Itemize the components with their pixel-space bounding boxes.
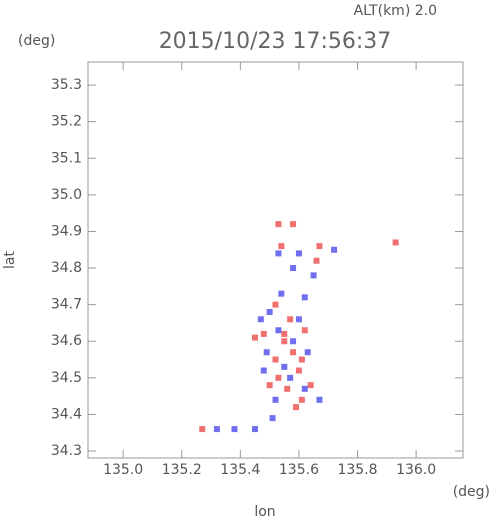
- velocity-cell: [251, 334, 258, 341]
- x-tick-label: 135.2: [162, 462, 202, 478]
- velocity-cell: [257, 316, 264, 323]
- velocity-cell: [290, 338, 297, 345]
- velocity-cell: [275, 327, 282, 334]
- plot-frame: [87, 61, 464, 459]
- velocity-cell: [275, 221, 282, 228]
- velocity-cell: [272, 396, 279, 403]
- velocity-cell: [199, 426, 206, 433]
- y-unit: (deg): [18, 33, 55, 49]
- velocity-cell: [284, 385, 291, 392]
- y-tick-label: 34.6: [51, 333, 82, 349]
- velocity-cell: [281, 338, 288, 345]
- velocity-cell: [231, 426, 238, 433]
- y-tick-label: 35.2: [51, 114, 82, 130]
- velocity-cell: [290, 349, 297, 356]
- x-tick-label: 136.0: [396, 462, 436, 478]
- velocity-cell: [278, 243, 285, 250]
- velocity-cell: [307, 382, 314, 389]
- velocity-cell: [293, 404, 300, 411]
- y-tick-label: 34.9: [51, 223, 82, 239]
- velocity-cell: [272, 356, 279, 363]
- altitude-annotation: ALT(km) 2.0: [354, 3, 437, 19]
- velocity-cell: [251, 426, 258, 433]
- y-tick-label: 35.3: [51, 77, 82, 93]
- chart-title: 2015/10/23 17:56:37: [159, 29, 392, 54]
- velocity-cell: [316, 396, 323, 403]
- velocity-cell: [298, 356, 305, 363]
- x-unit: (deg): [453, 484, 490, 500]
- y-tick-label: 34.3: [51, 443, 82, 459]
- velocity-cell: [301, 385, 308, 392]
- y-tick-label: 34.5: [51, 370, 82, 386]
- velocity-cell: [304, 349, 311, 356]
- velocity-cell: [275, 374, 282, 381]
- velocity-cell: [272, 301, 279, 308]
- velocity-cell: [281, 363, 288, 370]
- x-tick-label: 135.8: [337, 462, 377, 478]
- velocity-cell: [266, 308, 273, 315]
- velocity-cell: [266, 382, 273, 389]
- x-tick-label: 135.0: [103, 462, 143, 478]
- velocity-cell: [263, 349, 270, 356]
- velocity-cell: [295, 316, 302, 323]
- y-tick-label: 34.4: [51, 406, 82, 422]
- velocity-cell: [287, 374, 294, 381]
- velocity-cell: [301, 294, 308, 301]
- y-tick-label: 34.8: [51, 260, 82, 276]
- velocity-cell: [213, 426, 220, 433]
- velocity-cell: [316, 243, 323, 250]
- velocity-cell: [269, 415, 276, 422]
- y-tick-label: 34.7: [51, 297, 82, 313]
- velocity-cell: [313, 257, 320, 264]
- velocity-cell: [281, 330, 288, 337]
- velocity-cell: [275, 250, 282, 257]
- velocity-cell: [260, 330, 267, 337]
- x-tick-label: 135.6: [279, 462, 319, 478]
- x-tick-label: 135.4: [220, 462, 260, 478]
- velocity-cell: [290, 221, 297, 228]
- velocity-cell: [331, 246, 338, 253]
- y-tick-label: 35.0: [51, 187, 82, 203]
- velocity-cell: [310, 272, 317, 279]
- velocity-cell: [298, 396, 305, 403]
- velocity-cell: [392, 239, 399, 246]
- x-axis-label: lon: [254, 504, 275, 520]
- y-tick-label: 35.1: [51, 150, 82, 166]
- velocity-cell: [295, 250, 302, 257]
- velocity-cell: [290, 265, 297, 272]
- velocity-cell: [287, 316, 294, 323]
- y-axis-label: lat: [2, 251, 18, 269]
- velocity-cell: [278, 290, 285, 297]
- velocity-cell: [260, 367, 267, 374]
- velocity-cell: [301, 327, 308, 334]
- velocity-cell: [295, 367, 302, 374]
